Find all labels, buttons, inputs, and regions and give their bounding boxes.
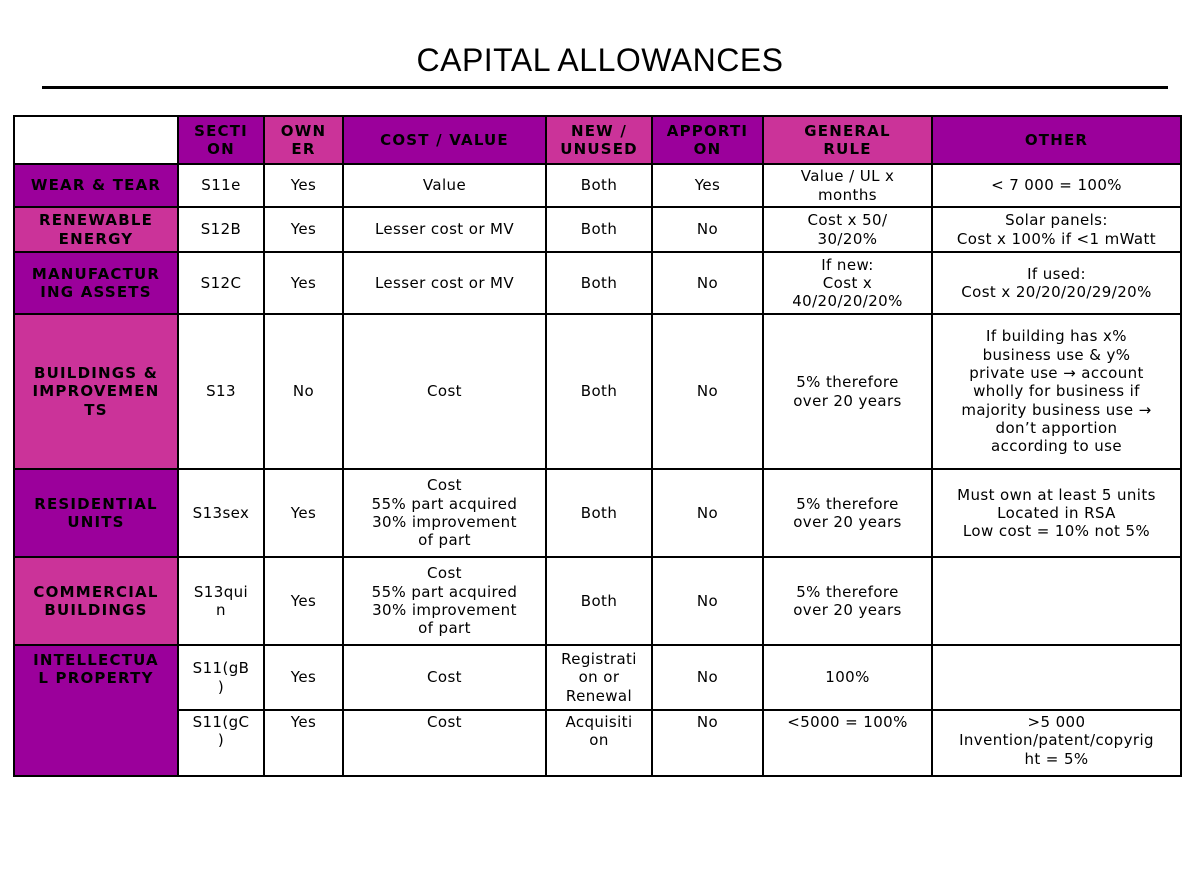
table-cell: Yes: [263, 206, 344, 253]
table-row: S11(gC ) Yes Cost Acquisiti on No <5000 …: [14, 709, 1182, 777]
table-cell: Both: [545, 313, 653, 470]
table-cell: No: [651, 644, 764, 711]
table-cell: No: [263, 313, 344, 470]
row-header-buildings-improvements: BUILDINGS & IMPROVEMEN TS: [13, 313, 179, 470]
table-cell: If used: Cost x 20/20/20/29/20%: [931, 251, 1182, 315]
table-cell: Yes: [263, 163, 344, 208]
table-row: COMMERCIAL BUILDINGS S13qui n Yes Cost 5…: [13, 556, 1182, 646]
table-cell: 5% therefore over 20 years: [762, 313, 933, 470]
table-cell: Both: [545, 556, 653, 646]
table-cell: Yes: [263, 709, 344, 777]
row-header-manufacturing-assets: MANUFACTUR ING ASSETS: [13, 251, 179, 315]
table-cell: Value: [342, 163, 547, 208]
table-cell: Both: [545, 206, 653, 253]
col-header-new-unused: NEW / UNUSED: [545, 115, 653, 165]
table-cell: Lesser cost or MV: [342, 251, 547, 315]
col-header-owner: OWN ER: [263, 115, 344, 165]
table-cell: No: [651, 251, 764, 315]
table-cell: 100%: [762, 644, 933, 711]
table-cell: Cost: [342, 709, 547, 777]
table-cell: Lesser cost or MV: [342, 206, 547, 253]
table-cell: S13sex: [177, 468, 265, 558]
table-cell: 5% therefore over 20 years: [762, 556, 933, 646]
table-cell: Cost 55% part acquired 30% improvement o…: [342, 556, 547, 646]
table-cell: Registrati on or Renewal: [545, 644, 653, 711]
table-cell: 5% therefore over 20 years: [762, 468, 933, 558]
col-header-cost-value: COST / VALUE: [342, 115, 547, 165]
table-cell: <5000 = 100%: [762, 709, 933, 777]
table-cell: Cost 55% part acquired 30% improvement o…: [342, 468, 547, 558]
table-row: BUILDINGS & IMPROVEMEN TS S13 No Cost Bo…: [13, 313, 1182, 470]
table-cell: Yes: [263, 468, 344, 558]
table-cell: If new: Cost x 40/20/20/20%: [762, 251, 933, 315]
table-row: RENEWABLE ENERGY S12B Yes Lesser cost or…: [13, 206, 1182, 253]
table-cell: S11(gC ): [177, 709, 265, 777]
col-header-apportion: APPORTI ON: [651, 115, 764, 165]
table-cell: Yes: [263, 644, 344, 711]
row-header-residential-units: RESIDENTIAL UNITS: [13, 468, 179, 558]
table-cell: Cost: [342, 644, 547, 711]
table-cell: S11(gB ): [177, 644, 265, 711]
table-cell: Must own at least 5 units Located in RSA…: [931, 468, 1182, 558]
row-header-intellectual-property: INTELLECTUA L PROPERTY: [13, 644, 179, 777]
table-cell: Cost: [342, 313, 547, 470]
table-cell: Value / UL x months: [762, 163, 933, 208]
table-row: INTELLECTUA L PROPERTY S11(gB ) Yes Cost…: [13, 644, 1182, 777]
row-header-renewable-energy: RENEWABLE ENERGY: [13, 206, 179, 253]
title-rule: [42, 86, 1168, 89]
table-cell: < 7 000 = 100%: [931, 163, 1182, 208]
table-row: WEAR & TEAR S11e Yes Value Both Yes Valu…: [13, 163, 1182, 208]
table-cell: No: [651, 709, 764, 777]
table-cell: No: [651, 313, 764, 470]
capital-allowances-table: SECTI ON OWN ER COST / VALUE NEW / UNUSE…: [13, 115, 1182, 777]
table-cell: Acquisiti on: [545, 709, 653, 777]
table-cell: If building has x% business use & y% pri…: [931, 313, 1182, 470]
table-cell: [931, 556, 1182, 646]
table-cell: Yes: [651, 163, 764, 208]
table-cell: No: [651, 468, 764, 558]
table-cell: Cost x 50/ 30/20%: [762, 206, 933, 253]
col-header-general-rule: GENERAL RULE: [762, 115, 933, 165]
table-cell: S12C: [177, 251, 265, 315]
table-cell: S12B: [177, 206, 265, 253]
corner-cell: [13, 115, 179, 165]
table-cell: S11e: [177, 163, 265, 208]
table-cell: S13: [177, 313, 265, 470]
row-header-commercial-buildings: COMMERCIAL BUILDINGS: [13, 556, 179, 646]
table-cell: Solar panels: Cost x 100% if <1 mWatt: [931, 206, 1182, 253]
table-cell: [931, 644, 1182, 711]
col-header-section: SECTI ON: [177, 115, 265, 165]
table-cell: Yes: [263, 556, 344, 646]
col-header-other: OTHER: [931, 115, 1182, 165]
page-title: CAPITAL ALLOWANCES: [416, 42, 784, 78]
table-row: MANUFACTUR ING ASSETS S12C Yes Lesser co…: [13, 251, 1182, 315]
table-header-row: SECTI ON OWN ER COST / VALUE NEW / UNUSE…: [13, 115, 1182, 165]
table-cell: No: [651, 556, 764, 646]
table-cell: Yes: [263, 251, 344, 315]
table-cell: No: [651, 206, 764, 253]
table-cell: Both: [545, 251, 653, 315]
table-cell: Both: [545, 163, 653, 208]
table-cell: S13qui n: [177, 556, 265, 646]
row-header-wear-and-tear: WEAR & TEAR: [13, 163, 179, 208]
table-cell: >5 000 Invention/patent/copyrig ht = 5%: [931, 709, 1182, 777]
table-row: RESIDENTIAL UNITS S13sex Yes Cost 55% pa…: [13, 468, 1182, 558]
table-cell: Both: [545, 468, 653, 558]
